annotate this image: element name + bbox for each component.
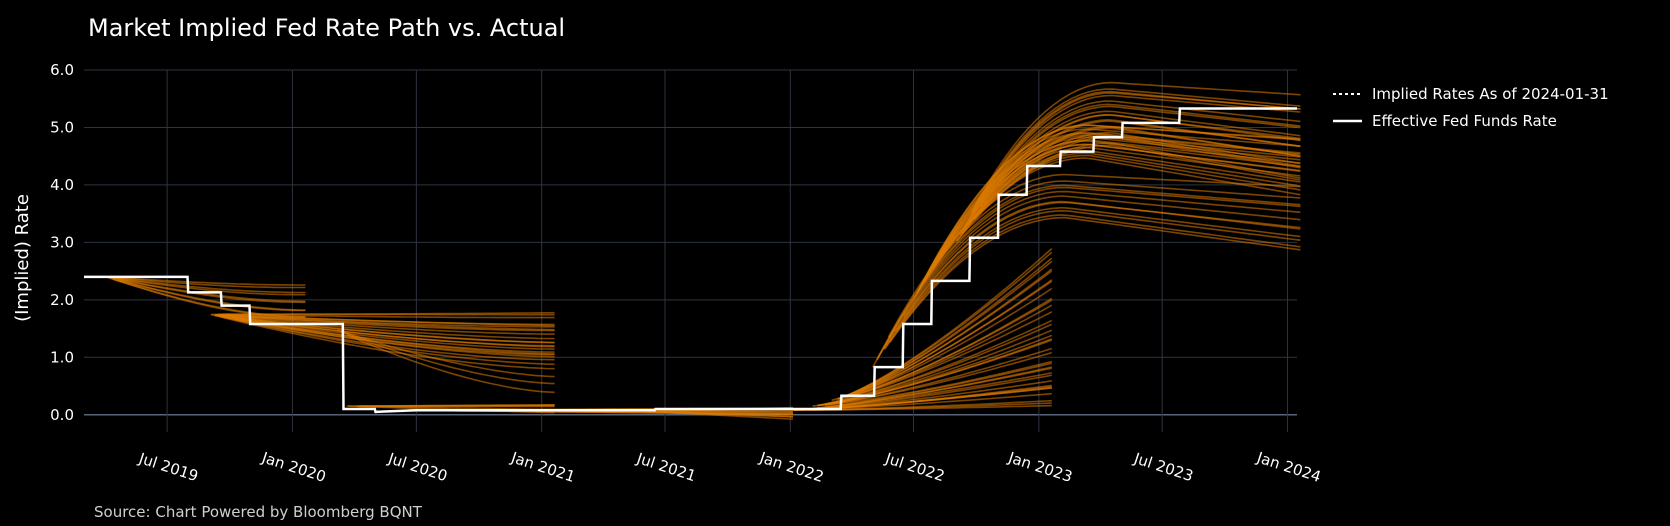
implied-rate-curve xyxy=(215,313,555,331)
implied-rate-curve xyxy=(346,334,555,394)
implied-rate-curve xyxy=(792,374,1052,411)
implied-rate-curve xyxy=(960,113,1301,234)
implied-rate-curve xyxy=(961,131,1301,235)
effective-rate-line xyxy=(84,107,1297,414)
implied-rate-curve xyxy=(222,313,555,316)
legend: Implied Rates As of 2024-01-31 Effective… xyxy=(1333,85,1609,130)
implied-rate-curve xyxy=(973,88,1301,209)
implied-rate-curve xyxy=(841,268,1053,399)
y-tick-label: 3.0 xyxy=(50,233,74,251)
implied-rate-curve xyxy=(336,329,555,378)
implied-rate-curve xyxy=(973,110,1301,213)
implied-rate-curve xyxy=(883,214,1301,350)
implied-rate-curve xyxy=(970,90,1301,215)
implied-rate-curve xyxy=(118,279,306,311)
chart-title: Market Implied Fed Rate Path vs. Actual xyxy=(88,14,565,42)
implied-rate-curve xyxy=(845,297,1053,399)
implied-rate-curve xyxy=(955,136,1301,242)
implied-rate-curve xyxy=(971,94,1301,215)
implied-rate-curve xyxy=(219,313,555,327)
implied-rate-curve xyxy=(846,279,1053,398)
y-axis-ticks: 0.0 1.0 2.0 3.0 4.0 5.0 6.0 xyxy=(50,61,74,424)
y-tick-label: 1.0 xyxy=(50,348,74,366)
implied-rate-curve xyxy=(876,186,1301,360)
implied-rate-curve xyxy=(883,200,1301,350)
implied-rate-curve xyxy=(831,248,1053,401)
y-axis-label: (Implied) Rate xyxy=(12,194,33,322)
y-tick-label: 5.0 xyxy=(50,118,74,136)
source-note: Source: Chart Powered by Bloomberg BQNT xyxy=(94,503,423,521)
implied-rate-curve xyxy=(801,362,1052,411)
legend-label-effective: Effective Fed Funds Rate xyxy=(1372,112,1557,130)
implied-rate-curve xyxy=(964,103,1301,228)
implied-rates-series xyxy=(106,81,1301,420)
implied-rate-curve xyxy=(112,276,306,286)
legend-label-implied: Implied Rates As of 2024-01-31 xyxy=(1372,85,1609,103)
implied-rate-curve xyxy=(226,313,555,319)
implied-rate-curve xyxy=(824,360,1052,406)
implied-rate-curve xyxy=(885,206,1301,347)
implied-rate-curve xyxy=(828,347,1053,406)
implied-rate-curve xyxy=(223,316,555,358)
y-tick-label: 0.0 xyxy=(50,406,74,424)
implied-rate-curve xyxy=(234,317,555,355)
y-tick-label: 2.0 xyxy=(50,291,74,309)
implied-rate-curve xyxy=(962,134,1301,234)
implied-rate-curve xyxy=(340,330,555,385)
implied-rate-curve xyxy=(888,184,1301,339)
implied-rate-curve xyxy=(232,315,555,340)
implied-rate-curve xyxy=(970,81,1301,213)
implied-rate-curve xyxy=(971,125,1301,220)
implied-rate-curve xyxy=(108,276,306,294)
implied-rate-curve xyxy=(959,100,1301,236)
implied-rate-curve xyxy=(896,209,1301,331)
implied-rate-curve xyxy=(974,142,1301,221)
implied-rate-curve xyxy=(876,190,1301,361)
implied-rate-curve xyxy=(215,314,555,335)
implied-rate-curve xyxy=(980,105,1301,203)
implied-rate-curve xyxy=(646,410,794,418)
implied-rate-curve xyxy=(889,216,1301,343)
implied-rate-curve xyxy=(955,144,1301,242)
implied-rate-curve xyxy=(116,278,306,303)
implied-rate-curve xyxy=(846,257,1053,397)
y-tick-label: 6.0 xyxy=(50,61,74,79)
effective-rate-series xyxy=(84,107,1297,414)
y-tick-label: 4.0 xyxy=(50,176,74,194)
